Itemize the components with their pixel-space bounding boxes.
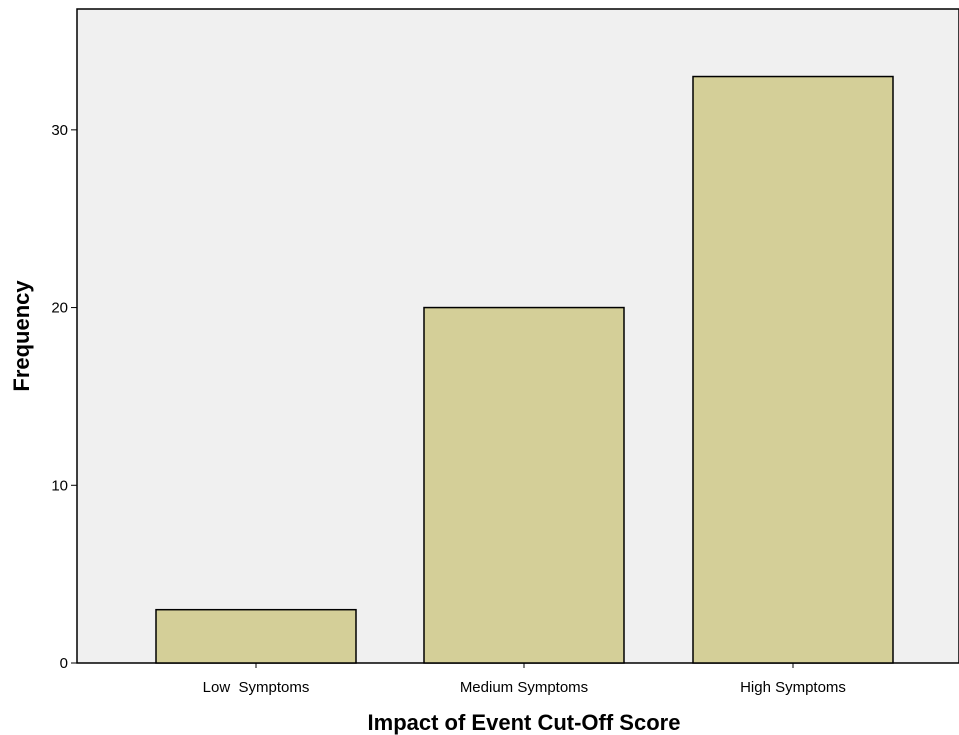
- y-axis-title: Frequency: [9, 280, 34, 392]
- y-tick-label: 30: [51, 122, 68, 139]
- bar-2: [692, 75, 894, 664]
- x-tick-label: High Symptoms: [740, 679, 846, 696]
- bar-0: [155, 608, 357, 664]
- bar-1: [423, 306, 625, 664]
- y-axis-ticks: 0 10 20 30: [51, 122, 77, 672]
- y-tick-label: 20: [51, 300, 68, 317]
- x-axis-ticks: Low Symptoms Medium Symptoms High Symptoms: [203, 663, 846, 696]
- y-tick-label: 10: [51, 477, 68, 494]
- x-axis-title: Impact of Event Cut-Off Score: [368, 710, 681, 735]
- x-tick-label: Low Symptoms: [203, 679, 310, 696]
- x-tick-label: Medium Symptoms: [460, 679, 588, 696]
- y-tick-label: 0: [60, 655, 68, 672]
